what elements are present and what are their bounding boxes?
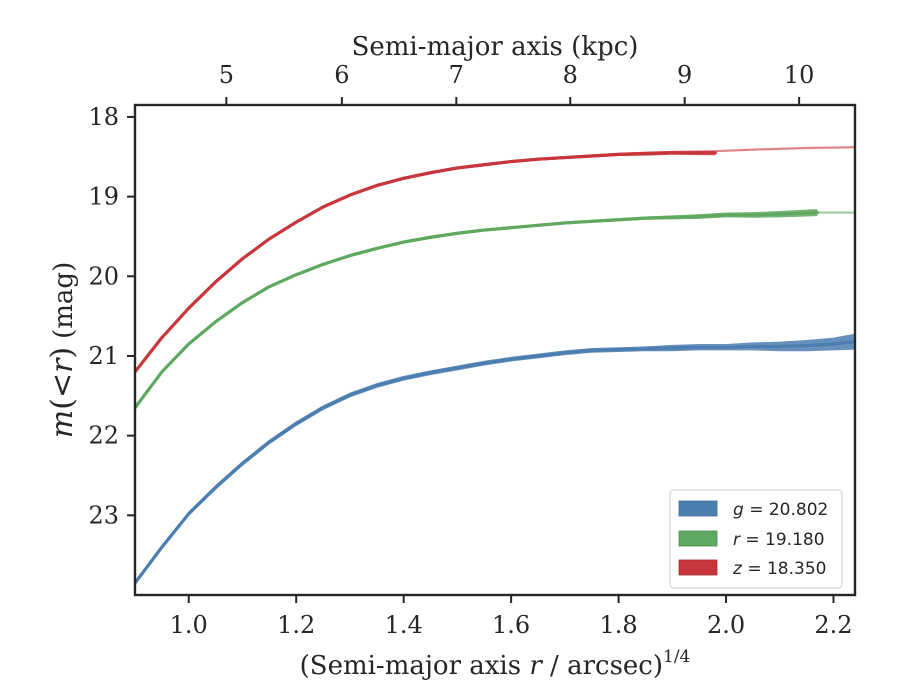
legend-entry: z = 18.350 [678, 559, 826, 579]
y-axis-title: m(<r) (mag) [45, 262, 80, 438]
legend-var-z: z [732, 559, 743, 579]
x-tick-label: 1.8 [599, 611, 637, 639]
x2-tick-label: 8 [563, 61, 578, 89]
x2-tick-label: 9 [677, 61, 692, 89]
legend-label-g: g = 20.802 [733, 500, 828, 520]
x-axis-title-mid: / arcsec) [542, 651, 663, 681]
x-axis: 1.0 1.2 1.4 1.6 1.8 2.0 2.2 [170, 595, 853, 639]
x-tick-label: 1.2 [277, 611, 315, 639]
y-tick-label: 18 [88, 103, 119, 131]
series-r [135, 208, 855, 410]
x-axis-title-sup: 1/4 [663, 647, 690, 667]
x2-axis-title: Semi-major axis (kpc) [352, 32, 639, 62]
y-tick-label: 21 [88, 342, 119, 370]
series-line-r [135, 210, 819, 410]
x2-tick-label: 5 [219, 61, 234, 89]
legend-eq-g: = 20.802 [744, 500, 829, 520]
legend-entry: r = 19.180 [678, 530, 825, 550]
legend-eq-z: = 18.350 [742, 559, 827, 579]
series-band-z [135, 150, 716, 374]
x-tick-label: 2.0 [707, 611, 745, 639]
y-tick-label: 19 [88, 183, 119, 211]
y-tick-label: 20 [88, 262, 119, 290]
x-tick-label: 1.0 [170, 611, 208, 639]
y-tick-label: 23 [88, 501, 119, 529]
x-axis-title-var: r [529, 651, 543, 681]
x-tick-label: 1.6 [492, 611, 530, 639]
y-axis-title-close: ) [45, 347, 80, 359]
x2-tick-label: 10 [784, 61, 815, 89]
series-line-z [135, 151, 717, 374]
x-axis-title-prefix: (Semi-major axis [300, 651, 530, 681]
series-line-g [135, 340, 855, 585]
legend-entry: g = 20.802 [678, 500, 828, 520]
legend-label-r: r = 19.180 [733, 530, 825, 550]
top-x-axis: 5 6 7 8 9 10 [219, 61, 815, 105]
legend-var-r: r [733, 530, 741, 550]
y-axis: 18 19 20 21 22 23 [88, 103, 135, 529]
legend-var-g: g [733, 500, 744, 520]
legend-swatch-r [678, 530, 718, 547]
series-z [135, 146, 855, 374]
y-axis-title-r: r [45, 357, 80, 373]
y-axis-title-open: (< [45, 373, 80, 410]
y-tick-label: 22 [88, 422, 119, 450]
legend-label-z: z = 18.350 [732, 559, 826, 579]
x2-tick-label: 6 [334, 61, 349, 89]
legend: g = 20.802 r = 19.180 z = 18.350 [669, 489, 843, 589]
series-g [135, 333, 855, 586]
x2-tick-label: 7 [449, 61, 464, 89]
legend-eq-r: = 19.180 [740, 530, 825, 550]
series-tail-z [715, 146, 855, 153]
y-axis-title-unit: (mag) [49, 262, 79, 339]
legend-swatch-z [678, 559, 718, 576]
plot-area [135, 146, 855, 586]
x-axis-title: (Semi-major axis r / arcsec)1/4 [300, 647, 691, 681]
x-tick-label: 1.4 [385, 611, 423, 639]
series-band-r [135, 208, 818, 410]
legend-swatch-g [678, 500, 718, 517]
plot-frame [133, 103, 857, 597]
x-tick-label: 2.2 [814, 611, 852, 639]
y-axis-title-m: m [45, 410, 80, 438]
